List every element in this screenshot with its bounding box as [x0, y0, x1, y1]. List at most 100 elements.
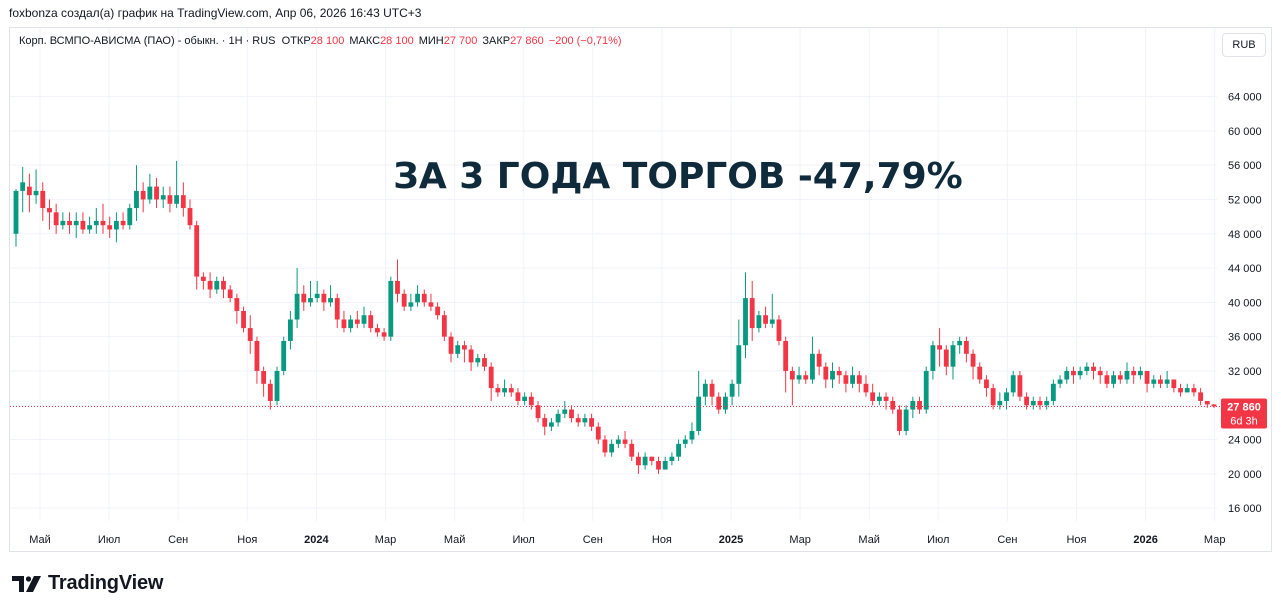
candle-body — [749, 298, 755, 329]
change-value: −200 (−0,71%) — [548, 35, 622, 47]
candle-body — [843, 375, 849, 384]
x-tick-label: Май — [858, 534, 880, 546]
candle-body — [528, 396, 534, 406]
candle-body — [381, 332, 387, 337]
x-tick-label: Сен — [168, 534, 188, 546]
y-tick-label: 40 000 — [1228, 297, 1262, 309]
candle-body — [274, 370, 280, 401]
candle-body — [73, 220, 79, 226]
candle-body — [160, 195, 166, 200]
candle-body — [254, 340, 260, 371]
candle-body — [1030, 400, 1036, 406]
x-tick-label: Ноя — [652, 534, 672, 546]
candle-body — [1151, 379, 1157, 384]
x-tick-label: Мар — [789, 534, 811, 546]
candle-body — [783, 340, 789, 371]
candle-body — [1137, 370, 1143, 376]
y-tick-label: 44 000 — [1228, 263, 1262, 275]
candle-body — [963, 340, 969, 354]
candle-body — [1091, 366, 1096, 371]
candle-body — [602, 439, 608, 453]
candle-body — [1111, 375, 1117, 384]
candle-body — [796, 375, 802, 380]
candle-body — [234, 298, 240, 311]
last-price-label: 27 860 — [1227, 401, 1261, 413]
candle-body — [1198, 392, 1204, 401]
candle-body — [482, 358, 487, 367]
tradingview-logo[interactable]: TradingView — [12, 572, 163, 595]
candle-body — [435, 306, 441, 316]
candle-body — [47, 208, 52, 213]
candle-body — [227, 289, 233, 299]
x-tick-label: Июл — [513, 534, 535, 546]
candle-body — [743, 298, 748, 346]
candle-body — [1064, 370, 1070, 380]
chart-frame — [9, 27, 1272, 552]
candle-body — [769, 319, 775, 324]
candle-body — [53, 212, 59, 226]
candle-body — [1037, 400, 1043, 406]
candle-body — [1211, 404, 1217, 407]
candle-body — [140, 190, 146, 200]
candle-body — [374, 328, 380, 333]
candle-body — [408, 302, 414, 307]
candle-body — [990, 388, 996, 406]
candle-body — [26, 186, 32, 196]
y-tick-label: 52 000 — [1228, 194, 1262, 206]
candle-body — [589, 418, 594, 427]
currency-button[interactable]: RUB — [1222, 33, 1266, 57]
candle-body — [368, 315, 374, 329]
candle-body — [736, 345, 742, 384]
high-label: МАКС — [349, 35, 381, 47]
candle-body — [656, 460, 661, 470]
candle-body — [1097, 370, 1103, 376]
candle-body — [20, 182, 26, 191]
high-value: 28 100 — [380, 35, 414, 47]
candle-body — [1204, 400, 1210, 405]
candle-body — [261, 370, 267, 384]
x-tick-label: Сен — [583, 534, 603, 546]
candle-body — [87, 225, 93, 230]
y-tick-label: 24 000 — [1228, 435, 1262, 447]
candle-body — [629, 443, 635, 457]
candle-body — [301, 293, 307, 303]
candle-body — [970, 353, 976, 367]
candle-body — [1057, 379, 1063, 384]
x-tick-label: Сен — [997, 534, 1017, 546]
candle-body — [40, 190, 46, 209]
x-tick-label: 2026 — [1133, 534, 1157, 546]
candle-body — [127, 208, 133, 226]
candle-body — [1158, 379, 1163, 384]
candle-body — [80, 220, 86, 230]
candle-body — [696, 396, 702, 431]
candle-body — [154, 186, 159, 200]
low-label: МИН — [418, 35, 444, 47]
candle-body — [395, 280, 400, 294]
candle-body — [649, 456, 655, 461]
x-tick-label: Июл — [98, 534, 120, 546]
countdown-label: 6d 3h — [1230, 415, 1258, 427]
candle-body — [803, 375, 809, 380]
candle-body — [1024, 396, 1030, 406]
candle-body — [1077, 370, 1083, 376]
x-tick-label: Июл — [927, 534, 949, 546]
candle-body — [294, 293, 300, 320]
candle-body — [816, 353, 822, 367]
candle-body — [328, 298, 333, 303]
candle-body — [830, 370, 835, 380]
x-tick-label: Май — [444, 534, 466, 546]
candle-body — [267, 383, 273, 401]
candle-body — [937, 345, 943, 350]
candle-body — [67, 220, 72, 226]
candle-body — [709, 383, 715, 397]
candle-body — [810, 353, 815, 380]
candle-body — [147, 186, 153, 200]
candle-body — [502, 388, 507, 393]
x-tick-label: 2025 — [719, 534, 743, 546]
candle-body — [354, 319, 360, 324]
y-tick-label: 20 000 — [1228, 469, 1262, 481]
candle-body — [468, 349, 474, 363]
y-tick-label: 36 000 — [1228, 332, 1262, 344]
candle-body — [180, 195, 186, 209]
